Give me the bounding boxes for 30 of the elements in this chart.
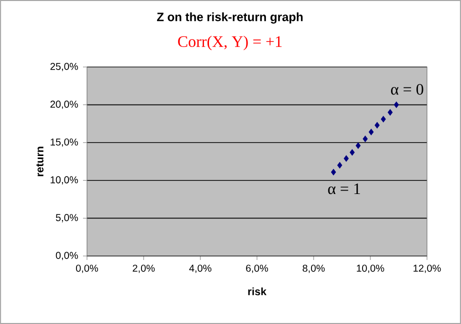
x-tick-label: 8,0%: [302, 264, 325, 273]
point: [344, 155, 349, 162]
chart-title: Z on the risk-return graph: [157, 12, 303, 24]
x-tick-label: 10,0%: [356, 264, 384, 273]
point: [380, 116, 386, 122]
x-tick-label: 6,0%: [246, 264, 268, 273]
point: [388, 109, 393, 116]
annotation: α = 1: [328, 183, 360, 194]
point: [331, 168, 336, 176]
x-tick-label: 2,0%: [132, 264, 155, 273]
point: [394, 102, 399, 108]
y-tick-label: 20,0%: [50, 100, 78, 109]
y-tick-label: 25,0%: [50, 62, 78, 72]
point: [374, 122, 380, 128]
y-tick-label: 15,0%: [50, 138, 78, 147]
y-tick-label: 0,0%: [56, 252, 78, 260]
point: [356, 142, 361, 149]
point: [368, 128, 374, 136]
x-tick-label: 0,0%: [76, 264, 98, 273]
x-tick-label: 4,0%: [189, 264, 212, 273]
x-axis-title: risk: [248, 287, 266, 296]
y-tick-label: 10,0%: [50, 176, 78, 185]
y-axis-title: return: [36, 146, 44, 176]
x-tick-label: 12,0%: [414, 264, 441, 273]
chart-subtitle: Corr(X, Y) = +1: [178, 36, 282, 50]
point: [337, 162, 342, 168]
point: [362, 136, 368, 142]
y-tick-label: 5,0%: [56, 214, 78, 222]
annotation: α = 0: [391, 84, 424, 95]
point: [350, 149, 355, 156]
